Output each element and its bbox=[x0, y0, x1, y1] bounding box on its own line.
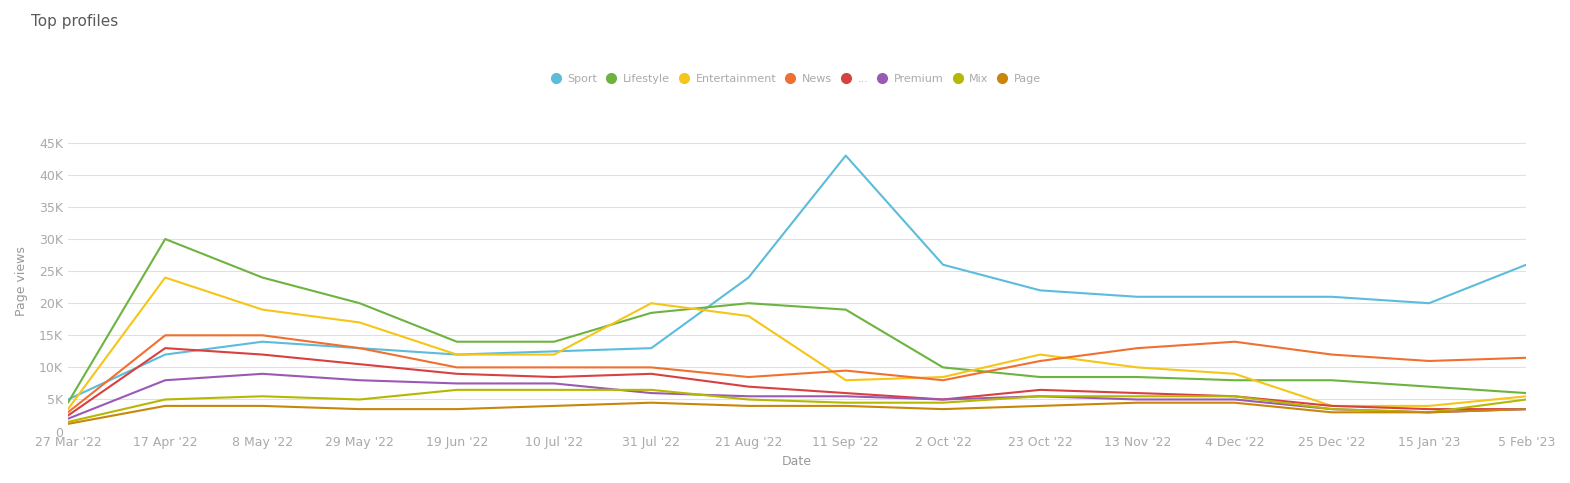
Legend: Sport, Lifestyle, Entertainment, News, ..., Premium, Mix, Page: Sport, Lifestyle, Entertainment, News, .… bbox=[548, 69, 1046, 89]
Text: Top profiles: Top profiles bbox=[31, 14, 119, 29]
Y-axis label: Page views: Page views bbox=[16, 246, 28, 316]
X-axis label: Date: Date bbox=[782, 455, 812, 468]
